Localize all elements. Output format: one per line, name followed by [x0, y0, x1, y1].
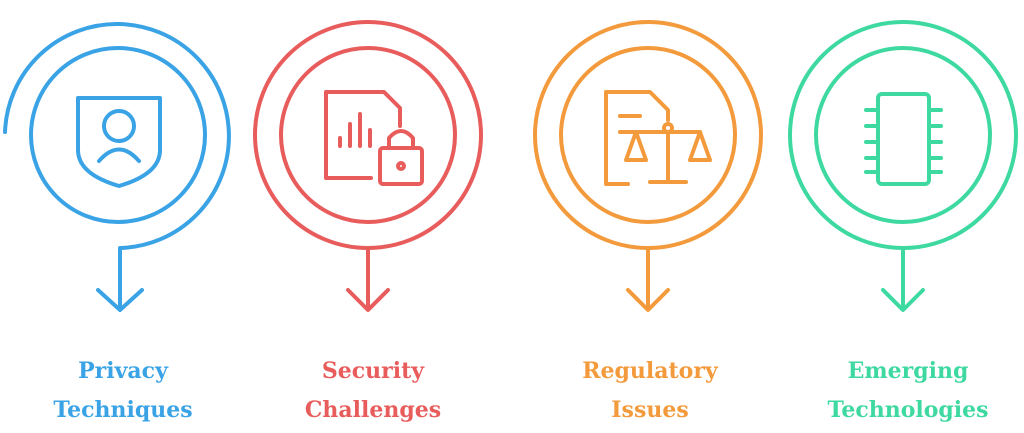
label-line-2: Challenges	[304, 397, 442, 423]
outer-ring	[533, 20, 763, 250]
label-line-2: Techniques	[53, 397, 193, 423]
item-regulatory	[533, 20, 763, 312]
label-line-1: Emerging	[847, 358, 969, 384]
inner-ring	[814, 46, 992, 224]
microchip-icon	[864, 92, 943, 186]
item-privacy	[3, 22, 231, 312]
inner-ring	[279, 46, 457, 224]
inner-ring	[29, 46, 207, 224]
outer-ring	[788, 20, 1018, 250]
label-line-1: Security	[321, 358, 425, 384]
label-line-1: Regulatory	[582, 358, 718, 384]
arrow-head	[626, 288, 670, 312]
inner-ring	[559, 46, 737, 224]
document-scales-icon	[604, 90, 712, 186]
outer-spiral-ring	[3, 22, 231, 310]
arrow-head	[881, 288, 925, 312]
shield-user-icon	[76, 96, 162, 188]
label-privacy: Privacy Techniques	[3, 352, 243, 430]
label-line-2: Issues	[611, 397, 689, 423]
arrow-head	[346, 288, 390, 312]
label-line-1: Privacy	[78, 358, 168, 384]
item-security	[253, 20, 483, 312]
label-security: Security Challenges	[253, 352, 493, 430]
document-chart-lock-icon	[324, 90, 424, 186]
label-emerging: Emerging Technologies	[788, 352, 1024, 430]
label-regulatory: Regulatory Issues	[530, 352, 770, 430]
arrow-head	[96, 288, 144, 312]
item-emerging	[788, 20, 1018, 312]
label-line-2: Technologies	[827, 397, 989, 423]
